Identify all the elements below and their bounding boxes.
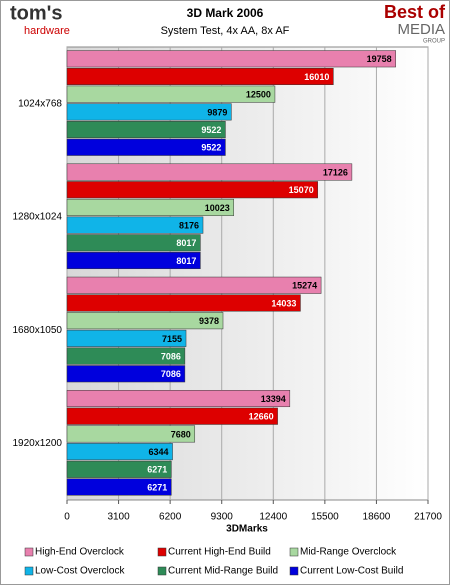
value-label: 13394 [261, 394, 286, 404]
legend-swatch [24, 547, 34, 557]
bar [66, 276, 322, 294]
value-label: 8017 [176, 256, 196, 266]
legend-swatch [289, 566, 299, 576]
bar [66, 198, 234, 216]
x-tick-label: 21700 [414, 512, 442, 523]
bar [66, 443, 173, 461]
x-tick-label: 3100 [107, 512, 130, 523]
legend-label: Current High-End Build [168, 547, 271, 558]
value-label: 10023 [205, 203, 230, 213]
value-label: 12660 [249, 412, 274, 422]
y-tick-label: 1920x1200 [13, 438, 63, 449]
bar [66, 312, 224, 330]
bar [66, 407, 278, 425]
bar [66, 425, 196, 443]
x-tick-label: 9300 [211, 512, 234, 523]
bar [66, 50, 396, 68]
logo-text: MEDIA [397, 21, 445, 38]
value-label: 19758 [367, 54, 392, 64]
bar [66, 478, 172, 496]
value-label: 9879 [207, 107, 227, 117]
chart-title: 3D Mark 2006 [187, 6, 264, 20]
y-tick-label: 1024x768 [18, 98, 62, 109]
logo-text: hardware [24, 25, 70, 37]
value-label: 17126 [323, 167, 348, 177]
bar [66, 234, 201, 252]
value-label: 6344 [149, 447, 169, 457]
bar [66, 460, 172, 478]
value-label: 9522 [201, 143, 221, 153]
x-tick-label: 12400 [259, 512, 287, 523]
bar [66, 216, 204, 234]
x-axis-label: 3DMarks [226, 524, 268, 535]
bar [66, 121, 226, 139]
value-label: 8176 [179, 221, 199, 231]
x-tick-label: 0 [64, 512, 70, 523]
bar [66, 294, 301, 312]
value-label: 7086 [161, 351, 181, 361]
x-tick-label: 6200 [159, 512, 182, 523]
x-tick-label: 15500 [311, 512, 339, 523]
y-tick-label: 1280x1024 [13, 212, 63, 223]
value-label: 12500 [246, 90, 271, 100]
value-label: 6271 [147, 465, 167, 475]
legend-label: Low-Cost Overclock [35, 566, 125, 577]
value-label: 7680 [171, 429, 191, 439]
bar [66, 347, 186, 365]
logo-text: Best of [384, 2, 446, 22]
legend-swatch [157, 566, 167, 576]
legend-label: Current Mid-Range Build [168, 566, 278, 577]
value-label: 9378 [199, 316, 219, 326]
logo-text: tom's [10, 2, 63, 24]
bar [66, 365, 186, 383]
value-label: 15274 [292, 281, 317, 291]
value-label: 9522 [201, 125, 221, 135]
bar [66, 163, 353, 181]
x-tick-label: 18600 [363, 512, 391, 523]
bar [66, 138, 226, 156]
value-label: 16010 [304, 72, 329, 82]
bar [66, 103, 232, 121]
value-label: 8017 [176, 238, 196, 248]
bar [66, 181, 318, 199]
legend-swatch [157, 547, 167, 557]
chart-subtitle: System Test, 4x AA, 8x AF [161, 25, 290, 37]
y-tick-label: 1680x1050 [13, 325, 63, 336]
legend-swatch [289, 547, 299, 557]
value-label: 7086 [161, 369, 181, 379]
bar [66, 85, 276, 103]
legend-label: High-End Overclock [35, 547, 125, 558]
bar [66, 390, 291, 408]
value-label: 7155 [162, 334, 182, 344]
legend-label: Current Low-Cost Build [300, 566, 403, 577]
bar [66, 329, 187, 347]
value-label: 15070 [289, 185, 314, 195]
bar [66, 67, 334, 85]
legend-swatch [24, 566, 34, 576]
logo-text: GROUP [423, 39, 445, 45]
value-label: 6271 [147, 482, 167, 492]
bar [66, 252, 201, 270]
value-label: 14033 [271, 298, 296, 308]
legend-label: Mid-Range Overclock [300, 547, 397, 558]
